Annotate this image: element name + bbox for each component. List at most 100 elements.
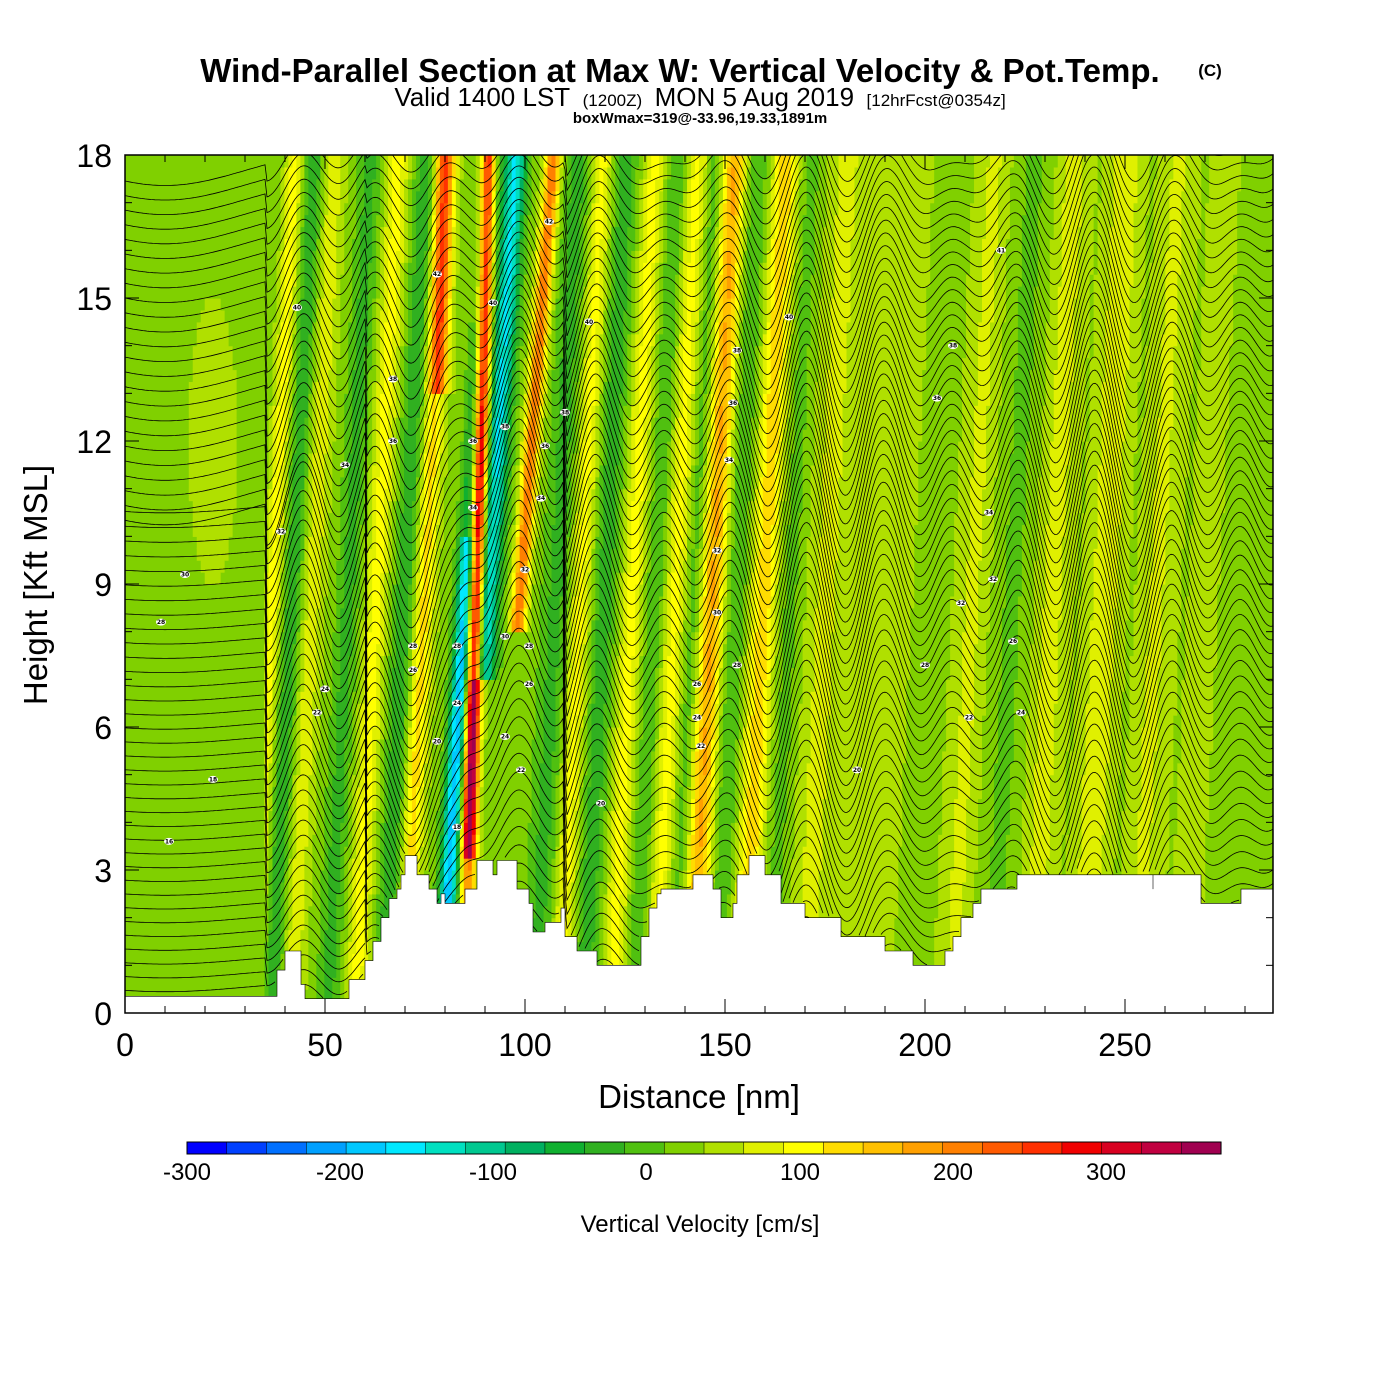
field-cell bbox=[348, 477, 353, 490]
field-cell bbox=[137, 465, 142, 478]
field-cell bbox=[197, 822, 202, 835]
field-cell bbox=[233, 822, 238, 835]
field-cell bbox=[225, 334, 230, 347]
field-cell bbox=[137, 679, 142, 692]
field-cell bbox=[376, 858, 381, 871]
field-cell bbox=[233, 179, 238, 192]
field-cell bbox=[185, 441, 190, 454]
field-cell bbox=[137, 167, 142, 180]
field-cell bbox=[376, 227, 381, 240]
field-cell bbox=[249, 953, 254, 966]
field-cell bbox=[161, 441, 166, 454]
field-cell bbox=[261, 477, 266, 490]
field-cell bbox=[189, 751, 194, 764]
field-cell bbox=[352, 787, 357, 800]
field-cell bbox=[141, 298, 146, 311]
field-cell bbox=[141, 787, 146, 800]
field-cell bbox=[133, 703, 138, 716]
field-cell bbox=[205, 942, 210, 955]
field-cell bbox=[181, 536, 186, 549]
field-cell bbox=[149, 477, 154, 490]
field-cell bbox=[324, 370, 329, 383]
field-cell bbox=[253, 227, 258, 240]
field-cell bbox=[173, 155, 178, 168]
field-cell bbox=[201, 584, 206, 597]
field-cell bbox=[173, 787, 178, 800]
field-cell bbox=[217, 238, 222, 251]
field-cell bbox=[165, 215, 170, 228]
field-cell bbox=[141, 620, 146, 633]
field-cell bbox=[189, 286, 194, 299]
field-cell bbox=[316, 358, 321, 371]
field-cell bbox=[316, 441, 321, 454]
field-cell bbox=[276, 167, 281, 180]
field-cell bbox=[161, 274, 166, 287]
field-cell bbox=[380, 894, 385, 907]
field-cell bbox=[249, 691, 254, 704]
field-cell bbox=[169, 238, 174, 251]
field-cell bbox=[257, 155, 262, 168]
field-cell bbox=[241, 965, 246, 978]
field-cell bbox=[221, 334, 226, 347]
field-cell bbox=[189, 667, 194, 680]
field-cell bbox=[245, 536, 250, 549]
field-cell bbox=[225, 155, 230, 168]
field-cell bbox=[205, 536, 210, 549]
field-cell bbox=[153, 560, 158, 573]
field-cell bbox=[137, 274, 142, 287]
field-cell bbox=[336, 846, 341, 859]
field-cell bbox=[376, 250, 381, 263]
field-cell bbox=[225, 810, 230, 823]
field-cell bbox=[137, 572, 142, 585]
field-cell bbox=[245, 882, 250, 895]
field-cell bbox=[213, 465, 218, 478]
field-cell bbox=[137, 346, 142, 359]
field-cell bbox=[137, 536, 142, 549]
field-cell bbox=[276, 799, 281, 812]
field-cell bbox=[141, 858, 146, 871]
field-cell bbox=[129, 953, 134, 966]
field-cell bbox=[213, 727, 218, 740]
field-cell bbox=[308, 942, 313, 955]
field-cell bbox=[185, 608, 190, 621]
field-cell bbox=[193, 882, 198, 895]
field-cell bbox=[372, 775, 377, 788]
field-cell bbox=[169, 513, 174, 526]
field-cell bbox=[205, 953, 210, 966]
field-cell bbox=[316, 727, 321, 740]
field-cell bbox=[332, 465, 337, 478]
field-cell bbox=[133, 691, 138, 704]
field-cell bbox=[336, 501, 341, 514]
field-cell bbox=[237, 489, 242, 502]
field-cell bbox=[288, 608, 293, 621]
field-cell bbox=[201, 513, 206, 526]
field-cell bbox=[324, 203, 329, 216]
field-cell bbox=[213, 620, 218, 633]
field-cell bbox=[181, 167, 186, 180]
field-cell bbox=[177, 405, 182, 418]
field-cell bbox=[145, 942, 150, 955]
field-cell bbox=[276, 918, 281, 931]
field-cell bbox=[261, 572, 266, 585]
field-cell bbox=[177, 548, 182, 561]
field-cell bbox=[241, 393, 246, 406]
field-cell bbox=[145, 656, 150, 669]
field-cell bbox=[213, 882, 218, 895]
field-cell bbox=[177, 667, 182, 680]
field-cell bbox=[157, 334, 162, 347]
field-cell bbox=[145, 155, 150, 168]
field-cell bbox=[185, 834, 190, 847]
field-cell bbox=[372, 918, 377, 931]
field-cell bbox=[225, 977, 230, 990]
field-cell bbox=[233, 465, 238, 478]
field-cell bbox=[233, 238, 238, 251]
field-cell bbox=[205, 274, 210, 287]
field-cell bbox=[257, 227, 262, 240]
field-cell bbox=[245, 775, 250, 788]
field-cell bbox=[213, 858, 218, 871]
field-cell bbox=[185, 524, 190, 537]
field-cell bbox=[193, 763, 198, 776]
field-cell bbox=[344, 155, 349, 168]
field-cell bbox=[221, 370, 226, 383]
field-cell bbox=[205, 191, 210, 204]
